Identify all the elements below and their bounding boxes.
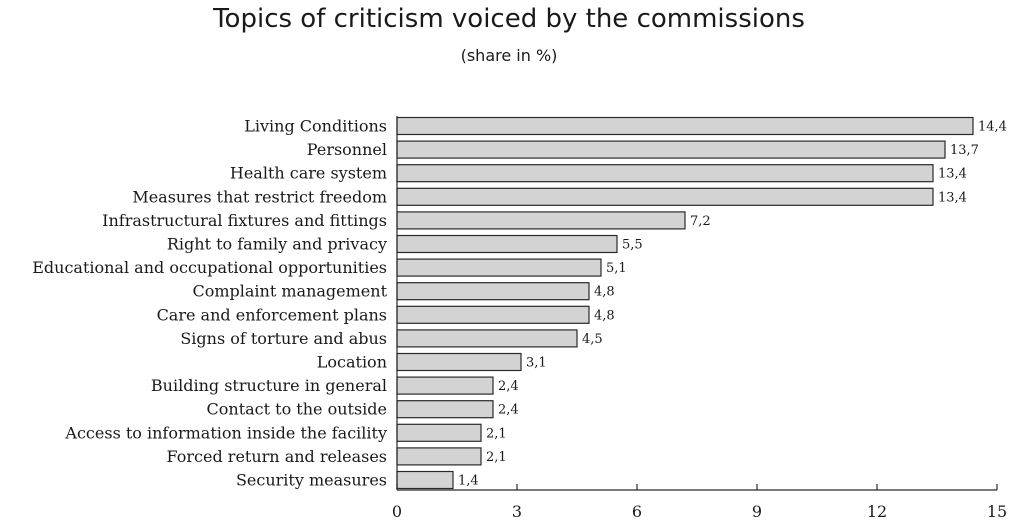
value-label: 1,4 [458, 474, 479, 489]
category-label: Signs of torture and abus [180, 329, 387, 348]
bar [396, 140, 946, 159]
category-label: Right to family and privacy [167, 235, 387, 254]
bar [396, 470, 454, 490]
category-label: Security measures [236, 471, 387, 490]
category-label: Contact to the outside [207, 400, 387, 419]
x-tick-label: 0 [392, 502, 402, 521]
value-label: 4,5 [582, 332, 603, 347]
bar [396, 423, 482, 442]
category-label: Educational and occupational opportuniti… [32, 258, 387, 277]
x-tick-label: 6 [632, 502, 642, 521]
bar [396, 376, 494, 395]
value-label: 14,4 [978, 120, 1007, 135]
value-label: 5,5 [622, 238, 643, 253]
value-label: 2,1 [486, 450, 507, 465]
value-label: 3,1 [526, 356, 547, 371]
category-label: Location [317, 353, 387, 372]
value-label: 2,1 [486, 426, 507, 441]
value-label: 4,8 [594, 285, 615, 300]
category-label: Access to information inside the facilit… [64, 423, 387, 442]
x-tick-label: 3 [512, 502, 522, 521]
x-tick-label: 12 [867, 502, 887, 521]
bar [396, 447, 482, 466]
bar [396, 282, 590, 301]
value-label: 4,8 [594, 308, 615, 323]
x-tick-label: 15 [987, 502, 1007, 521]
bar [396, 116, 974, 136]
category-label: Care and enforcement plans [157, 305, 387, 324]
value-label: 2,4 [498, 403, 519, 418]
category-label: Building structure in general [151, 376, 387, 395]
value-label: 7,2 [690, 214, 711, 229]
category-label: Measures that restrict freedom [132, 187, 387, 206]
bar [396, 329, 578, 348]
category-label: Infrastructural fixtures and fittings [102, 211, 387, 230]
value-label: 13,7 [950, 143, 979, 158]
category-label: Personnel [307, 140, 387, 159]
value-label: 13,4 [938, 190, 967, 205]
category-label: Complaint management [192, 282, 387, 301]
chart-title: Topics of criticism voiced by the commis… [213, 4, 805, 34]
category-label: Living Conditions [244, 117, 387, 136]
bar [396, 187, 934, 206]
value-label: 5,1 [606, 261, 627, 276]
bar [396, 164, 934, 183]
bar [396, 258, 602, 277]
value-label: 2,4 [498, 379, 519, 394]
chart-subtitle: (share in %) [460, 46, 558, 65]
x-tick-label: 9 [752, 502, 762, 521]
bar [396, 211, 686, 230]
category-label: Health care system [230, 164, 387, 183]
bar [396, 352, 522, 372]
bar [396, 305, 590, 324]
value-label: 13,4 [938, 167, 967, 182]
bar [396, 234, 618, 254]
category-label: Forced return and releases [167, 447, 387, 466]
bar [396, 400, 494, 419]
